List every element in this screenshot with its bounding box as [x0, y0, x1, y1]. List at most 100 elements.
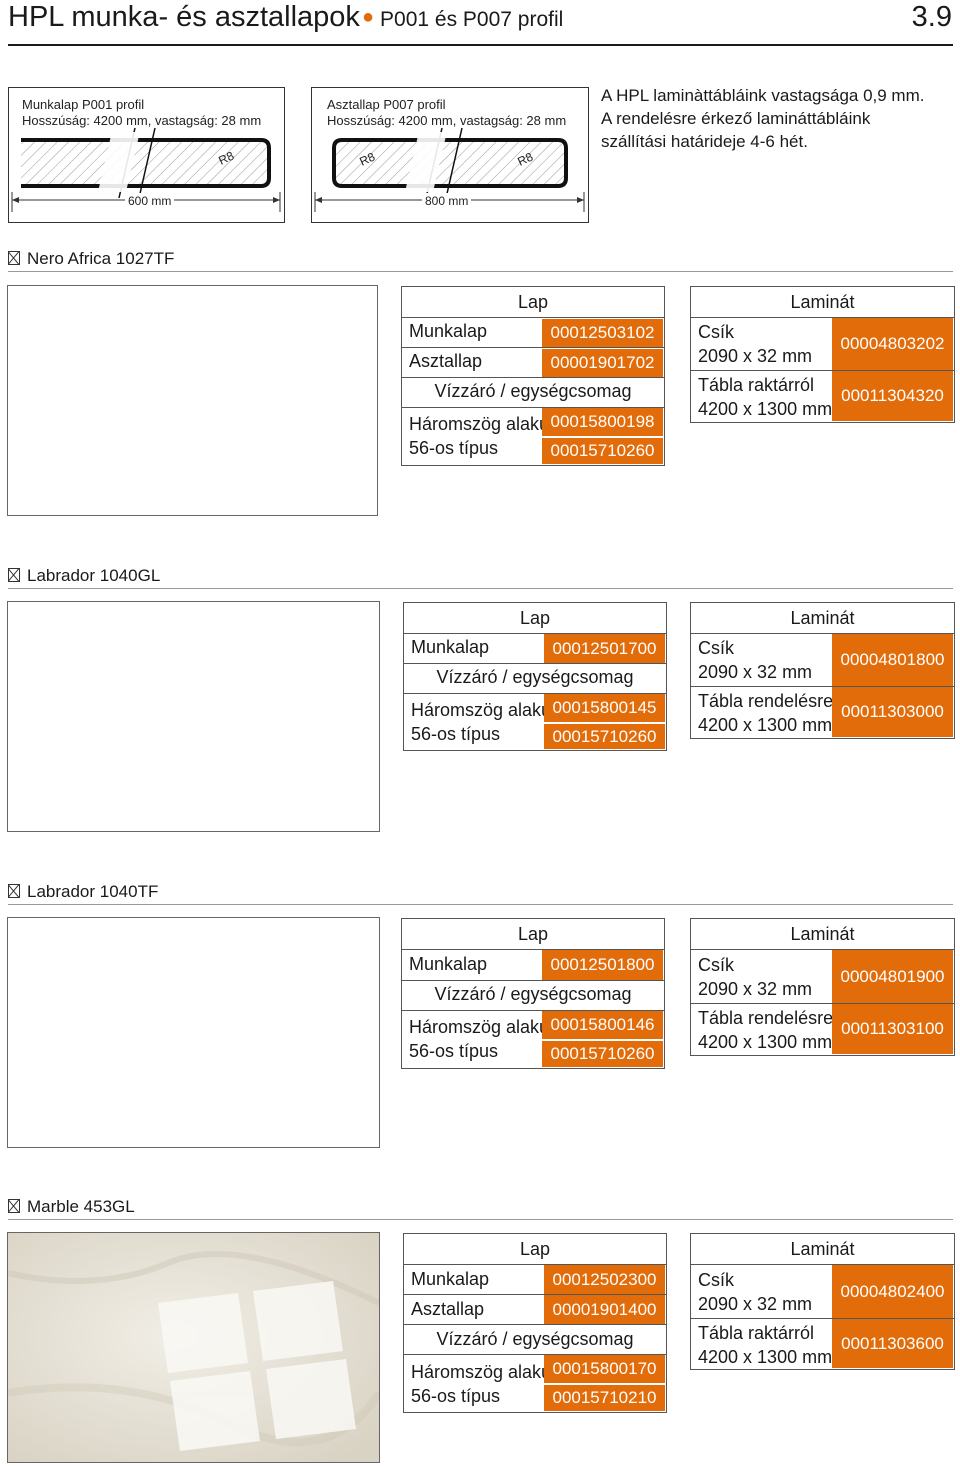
strip-label: Csík — [698, 955, 734, 975]
profile-drawing-p007: R8 R8 — [314, 127, 585, 212]
strip-size: 2090 x 32 mm — [698, 346, 813, 366]
radius-label: R8 — [216, 148, 236, 167]
swatch-labrador-gl — [7, 601, 380, 832]
marble-texture — [8, 1233, 379, 1462]
checkbox-icon — [8, 568, 20, 582]
strip-size: 2090 x 32 mm — [698, 662, 813, 682]
triangle-label: Háromszög alakú — [409, 414, 550, 434]
checkbox-icon — [8, 251, 20, 265]
strip-size: 2090 x 32 mm — [698, 979, 813, 999]
type56-label: 56-os típus — [409, 438, 499, 458]
code-strip: 00004803202 — [832, 318, 953, 370]
header-divider — [8, 44, 953, 46]
swatch-labrador-tf — [7, 917, 380, 1148]
code-table: 00011303600 — [832, 1319, 953, 1368]
vizzaro-label: Vízzáró / egységcsomag — [436, 1329, 634, 1349]
strip-label: Csík — [698, 322, 734, 342]
radius-label-left: R8 — [357, 149, 377, 168]
table-size: 4200 x 1300 mm — [698, 1347, 833, 1367]
code-munkalap: 00012503102 — [542, 319, 663, 347]
section-name: Labrador 1040GL — [27, 566, 161, 585]
vizzaro-label: Vízzáró / egységcsomag — [434, 984, 632, 1004]
code-asztallap: 00001901702 — [542, 349, 663, 377]
table-label: Tábla raktárról — [698, 375, 815, 395]
code-table: 00011303000 — [832, 687, 953, 737]
profile-box-p007: Asztallap P007 profil Hosszúság: 4200 mm… — [311, 87, 589, 223]
row-label-asztallap: Asztallap — [409, 351, 483, 371]
lap-header: Lap — [519, 608, 551, 628]
laminat-table-marble: Laminát Csík 2090 x 32 mm 00004802400 Tá… — [690, 1233, 955, 1370]
note-line-1: A HPL laminàttábláink vastagsága 0,9 mm. — [601, 86, 925, 105]
page-title: HPL munka- és asztallapok ● P001 és P007 p… — [8, 0, 563, 37]
section-title-nero-africa: Nero Africa 1027TF — [8, 248, 174, 270]
code-munkalap: 00012501800 — [542, 950, 663, 980]
type56-label: 56-os típus — [411, 1386, 501, 1406]
section-title-labrador-gl: Labrador 1040GL — [8, 565, 160, 587]
lap-header: Lap — [519, 1239, 551, 1259]
profile-box-p001: Munkalap P001 profil Hosszúság: 4200 mm,… — [8, 87, 285, 223]
code-type56: 00015710210 — [544, 1385, 665, 1411]
code-munkalap: 00012501700 — [544, 634, 665, 663]
profile-label-1: Munkalap P001 profil — [22, 97, 145, 112]
type56-label: 56-os típus — [409, 1041, 499, 1061]
table-size: 4200 x 1300 mm — [698, 1032, 833, 1052]
vizzaro-label: Vízzáró / egységcsomag — [436, 667, 634, 687]
lap-table-nero-africa: Lap Munkalap 00012503102 Asztallap 00001… — [401, 286, 665, 466]
section-divider — [8, 271, 953, 272]
row-label-munkalap: Munkalap — [411, 637, 490, 657]
code-table: 00011303100 — [832, 1004, 953, 1054]
table-size: 4200 x 1300 mm — [698, 399, 833, 419]
swatch-nero-africa — [7, 285, 378, 516]
triangle-label: Háromszög alakú — [411, 700, 552, 720]
table-size: 4200 x 1300 mm — [698, 715, 833, 735]
page-subtitle: P001 és P007 profil — [380, 8, 564, 31]
note-line-3: szállítási határideje 4-6 hét. — [601, 132, 808, 151]
checkbox-icon — [8, 1199, 20, 1213]
laminat-header: Laminát — [790, 924, 855, 944]
section-name: Marble 453GL — [27, 1197, 135, 1216]
code-type56: 00015710260 — [544, 724, 665, 749]
row-label-munkalap: Munkalap — [409, 954, 488, 974]
table-label: Tábla raktárról — [698, 1323, 815, 1343]
row-label-asztallap: Asztallap — [411, 1299, 485, 1319]
section-name: Labrador 1040TF — [27, 882, 159, 901]
section-divider — [8, 588, 953, 589]
note-line-2: A rendelésre érkező lamináttábláink — [601, 109, 871, 128]
strip-label: Csík — [698, 1270, 734, 1290]
profile-length-2: Hosszúság: 4200 mm, vastagság: 28 mm — [327, 113, 567, 128]
laminat-header: Laminát — [790, 608, 855, 628]
vizzaro-label: Vízzáró / egységcsomag — [434, 381, 632, 401]
section-divider — [8, 904, 953, 905]
code-triangle: 00015800145 — [544, 694, 665, 722]
code-triangle: 00015800170 — [544, 1355, 665, 1383]
laminat-table-labrador-gl: Laminát Csík 2090 x 32 mm 00004801800 Tá… — [690, 602, 955, 739]
code-asztallap: 00001901400 — [544, 1295, 665, 1324]
code-triangle: 00015800146 — [542, 1011, 663, 1039]
triangle-label: Háromszög alakú — [409, 1017, 550, 1037]
code-strip: 00004802400 — [832, 1265, 953, 1318]
section-title-marble: Marble 453GL — [8, 1196, 135, 1218]
triangle-label: Háromszög alakú — [411, 1362, 552, 1382]
lap-table-labrador-gl: Lap Munkalap 00012501700 Vízzáró / egysé… — [403, 602, 667, 751]
page-number: 3.9 — [911, 1, 952, 33]
code-type56: 00015710260 — [542, 1041, 663, 1067]
code-munkalap: 00012502300 — [544, 1265, 665, 1294]
bullet-icon: ● — [361, 6, 375, 28]
code-type56: 00015710260 — [542, 438, 663, 464]
laminat-header: Laminát — [790, 1239, 855, 1259]
lap-header: Lap — [517, 292, 549, 312]
strip-label: Csík — [698, 638, 734, 658]
lap-table-labrador-tf: Lap Munkalap 00012501800 Vízzáró / egysé… — [401, 918, 665, 1069]
section-title-labrador-tf: Labrador 1040TF — [8, 881, 158, 903]
swatch-marble — [7, 1232, 380, 1463]
code-strip: 00004801800 — [832, 634, 953, 686]
laminat-table-labrador-tf: Laminát Csík 2090 x 32 mm 00004801900 Tá… — [690, 918, 955, 1056]
row-label-munkalap: Munkalap — [411, 1269, 490, 1289]
profile-drawing-p001: R8 — [11, 127, 281, 212]
section-name: Nero Africa 1027TF — [27, 249, 175, 268]
profile-label-2: Asztallap P007 profil — [327, 97, 446, 112]
code-table: 00011304320 — [832, 371, 953, 421]
page-title-text: HPL munka- és asztallapok — [8, 1, 360, 33]
type56-label: 56-os típus — [411, 724, 501, 744]
radius-label-right: R8 — [515, 149, 535, 168]
